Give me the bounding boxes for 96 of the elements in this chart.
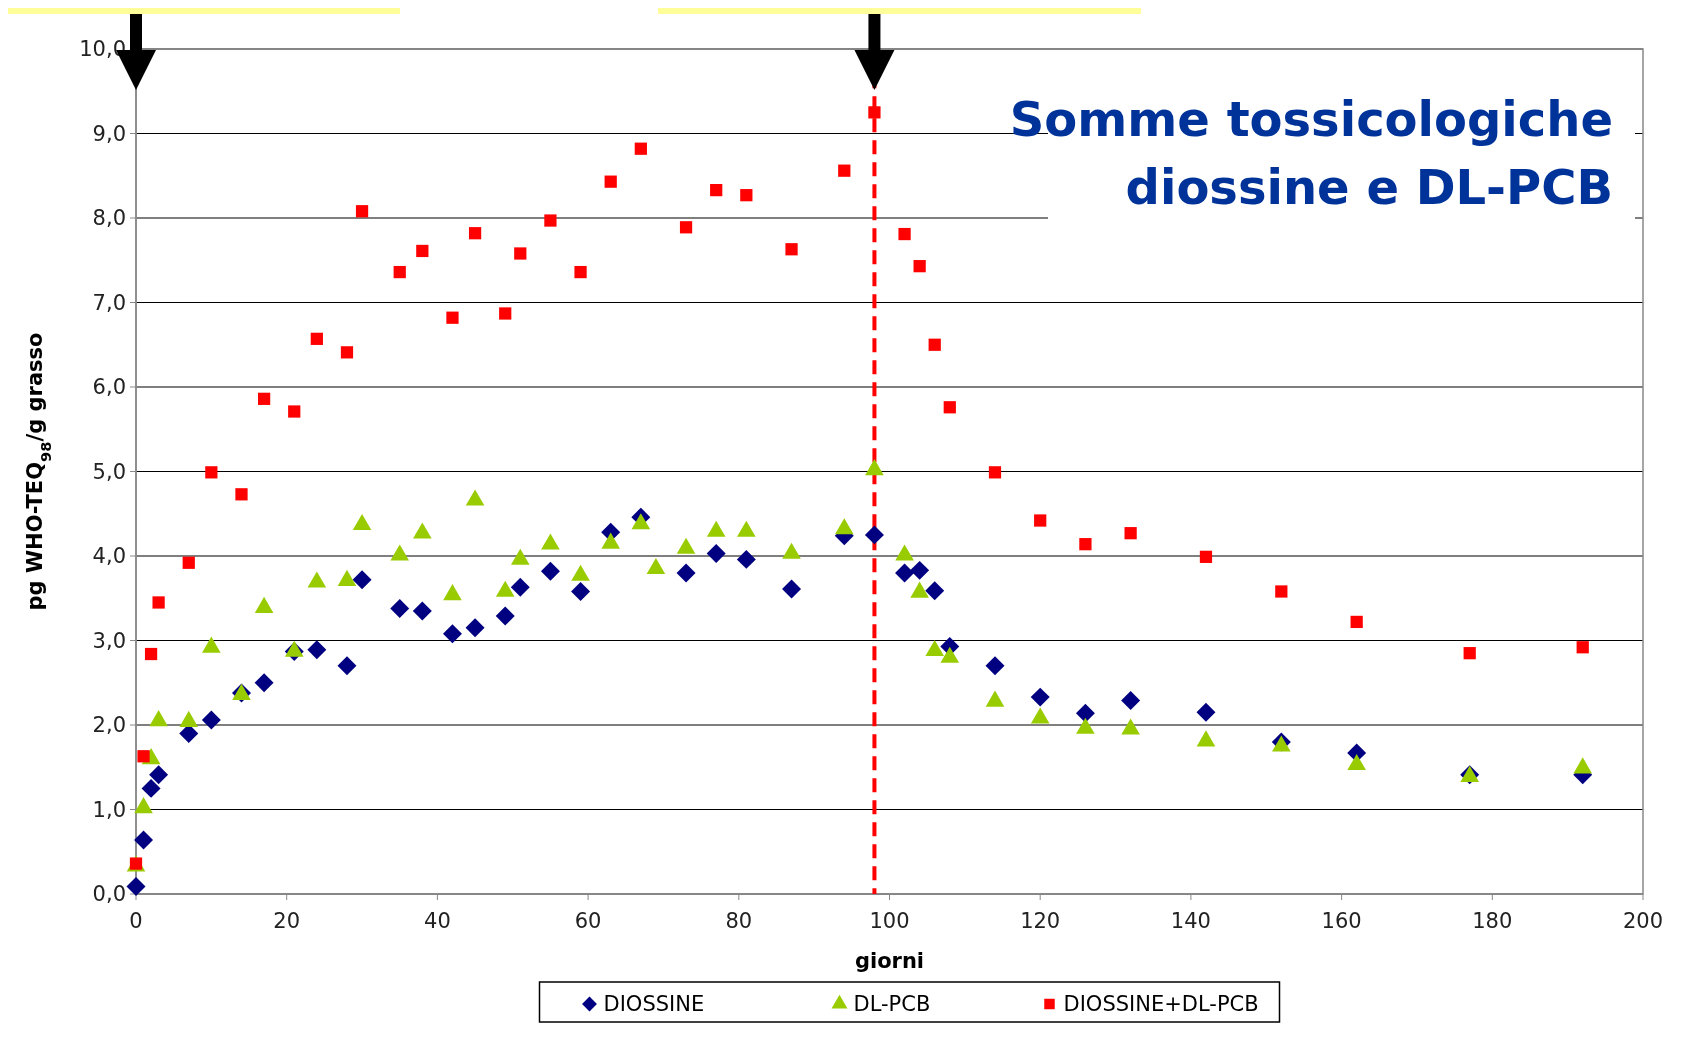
point	[544, 214, 557, 227]
y-tick-label: 9,0	[92, 121, 126, 146]
point	[137, 750, 150, 763]
point	[337, 656, 357, 676]
point	[676, 563, 696, 583]
point	[895, 563, 915, 583]
point	[925, 581, 945, 601]
y-tick-label: 1,0	[92, 797, 126, 822]
legend-label: DL-PCB	[853, 992, 931, 1016]
point	[201, 710, 221, 730]
point	[988, 466, 1002, 479]
y-tick-label: 6,0	[92, 375, 126, 400]
y-tick-label: 2,0	[92, 713, 126, 738]
point	[412, 601, 432, 621]
point	[782, 579, 802, 599]
point	[928, 338, 941, 351]
point	[898, 227, 911, 241]
point	[254, 673, 274, 693]
x-tick-label: 200	[1622, 909, 1664, 933]
point	[1275, 585, 1288, 598]
point	[288, 405, 301, 418]
y-tick-label: 7,0	[92, 290, 126, 315]
x-tick-label: 40	[424, 909, 451, 933]
point	[634, 142, 647, 155]
point	[943, 401, 956, 414]
y-tick-label: 3,0	[92, 628, 126, 653]
point	[510, 577, 530, 597]
point	[352, 570, 372, 590]
x-tick-label: 0	[129, 909, 143, 933]
point	[310, 332, 323, 345]
point	[442, 624, 462, 644]
point	[910, 560, 930, 580]
point	[514, 247, 527, 260]
point	[465, 618, 485, 638]
point	[604, 175, 617, 188]
point	[736, 549, 756, 569]
point	[495, 606, 515, 626]
point	[679, 221, 693, 234]
x-tick-label: 140	[1170, 909, 1211, 933]
x-tick-label: 80	[725, 909, 753, 933]
y-tick-label: 5,0	[92, 459, 126, 484]
point	[149, 765, 169, 785]
point	[390, 598, 410, 618]
point	[864, 525, 884, 545]
point	[1463, 647, 1476, 660]
x-tick-label: 20	[273, 909, 301, 933]
point	[340, 346, 354, 359]
point	[126, 876, 146, 896]
point	[985, 656, 1005, 676]
point	[706, 543, 726, 563]
point	[571, 582, 591, 601]
point	[205, 466, 218, 479]
x-tick-label: 160	[1321, 909, 1362, 933]
point	[1030, 687, 1050, 707]
x-tick-label: 180	[1472, 909, 1513, 933]
point	[1124, 527, 1137, 540]
point	[838, 164, 851, 177]
y-tick-label: 4,0	[92, 544, 126, 569]
point	[182, 556, 195, 569]
x-tick-label: 100	[869, 909, 910, 933]
point	[913, 260, 926, 273]
point	[574, 265, 587, 279]
x-tick-label: 120	[1020, 909, 1061, 933]
point	[1034, 514, 1047, 527]
y-tick-label: 8,0	[92, 206, 126, 231]
point	[499, 307, 512, 320]
point	[152, 596, 165, 609]
point	[740, 189, 753, 202]
point	[393, 265, 406, 279]
point	[416, 244, 429, 258]
point	[1199, 550, 1213, 563]
y-tick-label: 0,0	[92, 882, 126, 907]
point	[1350, 615, 1363, 629]
legend-label: DIOSSINE+DL-PCB	[1063, 992, 1259, 1016]
text: Somme tossicologiche diossine e DL-PCB	[1009, 91, 1613, 215]
point	[540, 561, 560, 581]
point	[1196, 702, 1216, 722]
point	[355, 205, 369, 218]
point	[1576, 641, 1589, 654]
x-axis-title: giorni	[854, 949, 925, 973]
point	[446, 311, 459, 324]
point	[257, 392, 271, 405]
point	[144, 647, 158, 661]
point	[141, 778, 161, 798]
x-tick-label: 60	[574, 909, 602, 933]
legend-label: DIOSSINE	[603, 992, 705, 1016]
point	[1079, 538, 1092, 551]
point	[307, 640, 327, 660]
point	[868, 106, 881, 119]
point	[468, 227, 482, 240]
point	[710, 183, 723, 197]
point	[1075, 703, 1095, 723]
point	[235, 488, 248, 501]
point	[134, 830, 154, 850]
point	[785, 243, 798, 256]
point	[1121, 691, 1141, 710]
